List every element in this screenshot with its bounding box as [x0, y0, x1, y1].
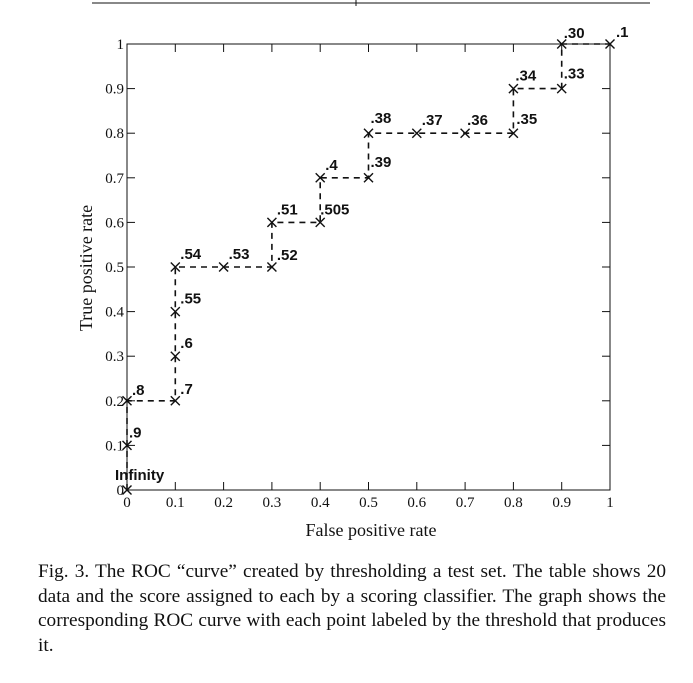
roc-point-label: Infinity [115, 467, 165, 484]
roc-point-label: .1 [616, 24, 629, 41]
roc-point-marker [122, 440, 132, 451]
top-table-rule [92, 0, 650, 6]
roc-point-label: .8 [132, 382, 145, 399]
roc-point-label: .4 [325, 157, 338, 174]
plot-frame [126, 43, 611, 491]
roc-point-label: .55 [180, 291, 201, 308]
roc-point-label: .38 [371, 110, 392, 127]
y-tick-label: 0.1 [105, 438, 124, 454]
x-tick-labels: 0 0.1 0.2 0.3 0.4 0.5 0.6 0.7 0.8 0.9 1 [123, 495, 614, 511]
roc-point-marker [508, 83, 519, 94]
plot-border [126, 43, 611, 491]
x-tick-label: 0.3 [263, 495, 282, 511]
roc-point-markers [122, 39, 615, 495]
roc-point-label: .52 [277, 247, 298, 264]
y-tick-label: 0.3 [105, 349, 124, 365]
roc-point-marker [266, 217, 277, 228]
roc-point-marker [170, 351, 181, 362]
roc-point-marker [460, 128, 471, 139]
roc-chart: 0 0.1 0.2 0.3 0.4 0.5 0.6 0.7 0.8 0.9 1 0 0.1 0.2 0.3… [76, 0, 650, 540]
roc-point-label: .37 [422, 112, 443, 129]
roc-point-marker [122, 485, 132, 495]
roc-point-marker [266, 262, 277, 272]
roc-point-label: .505 [320, 201, 349, 218]
roc-point-marker [170, 395, 181, 406]
x-tick-label: 0.7 [456, 495, 475, 511]
roc-point-marker [170, 262, 181, 272]
roc-point-labels: Infinity .9 .8 .7 .6 .55 .54 .53 .52 .51 .505 .4 .39… [115, 24, 629, 484]
roc-point-label: .34 [515, 68, 537, 85]
y-tick-label: 0.9 [105, 82, 124, 98]
y-axis-title: True positive rate [76, 205, 96, 331]
roc-point-label: .35 [516, 111, 537, 128]
y-tick-labels: 0 0.1 0.2 0.3 0.4 0.5 0.6 0.7 0.8 0.9 1 [105, 37, 124, 499]
roc-point-marker [363, 128, 374, 139]
y-tick-label: 0.8 [105, 126, 124, 142]
x-axis-title: False positive rate [306, 520, 437, 540]
figure-caption: Fig. 3. The ROC “curve” created by thres… [38, 561, 666, 656]
roc-point-marker [556, 83, 567, 94]
roc-point-label: .39 [371, 154, 392, 171]
roc-point-label: .7 [180, 381, 193, 398]
y-tick-label: 1 [117, 37, 125, 53]
x-tick-label: 0.6 [407, 495, 426, 511]
x-tick-label: 0.5 [359, 495, 378, 511]
roc-point-label: .9 [129, 424, 142, 441]
roc-point-marker [122, 395, 132, 406]
y-tick-label: 0 [117, 483, 125, 499]
roc-point-marker [315, 217, 326, 228]
x-tick-label: 0.2 [214, 495, 233, 511]
x-tick-label: 0.8 [504, 495, 523, 511]
roc-point-label: .30 [564, 25, 585, 42]
y-tick-label: 0.4 [105, 305, 124, 321]
roc-point-marker [170, 306, 181, 317]
x-tick-label: 0 [123, 495, 131, 511]
roc-point-marker [411, 128, 422, 139]
x-tick-label: 0.1 [166, 495, 185, 511]
roc-point-marker [315, 172, 326, 183]
x-tick-label: 1 [606, 495, 614, 511]
y-tick-label: 0.5 [105, 260, 124, 276]
x-tick-label: 0.9 [552, 495, 571, 511]
y-tick-label: 0.2 [105, 394, 124, 410]
x-tick-label: 0.4 [311, 495, 330, 511]
roc-point-label: .33 [564, 66, 585, 83]
roc-point-label: .36 [467, 112, 488, 129]
axis-ticks [126, 43, 611, 491]
roc-point-label: .54 [180, 246, 202, 263]
roc-point-marker [556, 39, 567, 49]
roc-curve [126, 43, 610, 490]
roc-point-marker [363, 172, 374, 183]
roc-point-marker [508, 128, 519, 139]
roc-point-label: .6 [180, 335, 193, 352]
roc-point-marker [218, 262, 229, 272]
y-tick-label: 0.7 [105, 171, 124, 187]
roc-point-marker [605, 39, 615, 49]
y-tick-label: 0.6 [105, 215, 124, 231]
roc-curve-line [126, 43, 610, 490]
roc-point-label: .51 [277, 201, 298, 218]
roc-point-label: .53 [229, 246, 250, 263]
